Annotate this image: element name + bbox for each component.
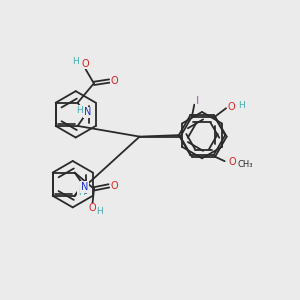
Text: H: H [76, 106, 83, 115]
Text: H: H [238, 101, 245, 110]
Text: N: N [84, 107, 91, 117]
Text: N: N [81, 182, 88, 192]
Text: I: I [196, 96, 199, 106]
Text: H: H [97, 207, 103, 216]
Text: O: O [81, 59, 89, 69]
Text: CH₃: CH₃ [238, 160, 253, 169]
Text: H: H [72, 58, 79, 67]
Text: O: O [228, 157, 236, 167]
Text: O: O [89, 203, 96, 213]
Text: O: O [110, 181, 118, 191]
Text: O: O [111, 76, 118, 86]
Text: O: O [227, 102, 235, 112]
Text: H: H [78, 188, 85, 197]
